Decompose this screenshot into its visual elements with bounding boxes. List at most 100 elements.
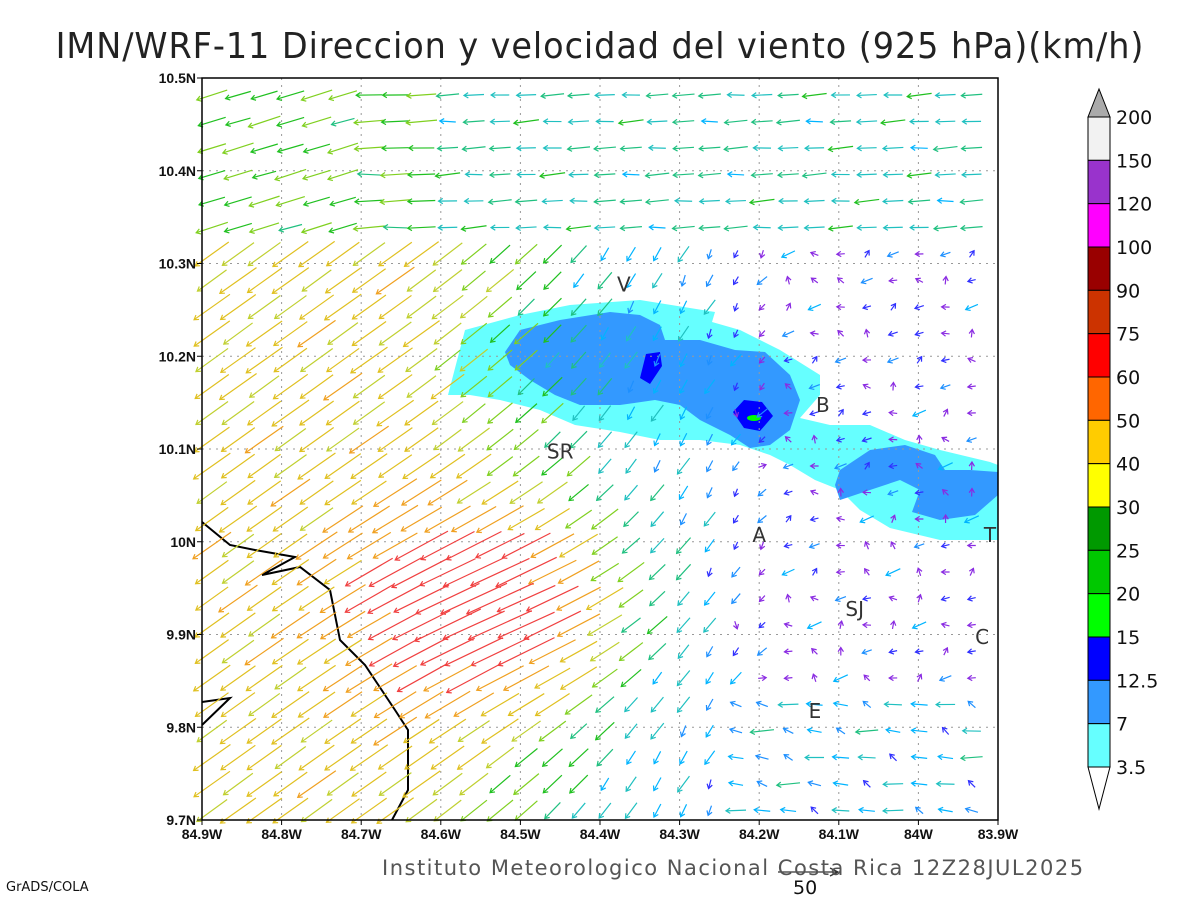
wind-vector	[459, 348, 489, 372]
wind-vector	[220, 453, 256, 479]
colorbar-label: 90	[1116, 280, 1140, 302]
wind-vector	[538, 172, 566, 179]
wind-vector	[221, 242, 255, 267]
wind-vector	[514, 349, 538, 371]
wind-vector	[832, 700, 848, 708]
wind-vector	[967, 357, 976, 363]
y-tick-label: 9.9N	[166, 627, 196, 643]
wind-vector	[966, 674, 976, 682]
wind-vector	[442, 610, 505, 641]
wind-vector	[809, 489, 819, 496]
wind-vector	[194, 374, 230, 400]
wind-vector	[346, 612, 391, 639]
wind-vector	[367, 583, 423, 615]
wind-vector	[223, 169, 253, 181]
wind-vector	[432, 269, 463, 293]
wind-vector	[351, 771, 387, 797]
wind-vector	[783, 542, 793, 549]
wind-vector	[433, 322, 462, 345]
wind-vector	[652, 300, 662, 315]
wind-vector	[759, 541, 766, 551]
wind-vector	[429, 453, 466, 479]
wind-vector	[221, 533, 255, 558]
wind-vector	[915, 462, 923, 469]
wind-vector	[650, 511, 665, 528]
wind-vector	[890, 540, 896, 550]
wind-vector	[941, 488, 949, 496]
wind-vector	[757, 515, 767, 524]
wind-vector	[732, 408, 740, 418]
wind-vector	[247, 115, 281, 129]
wind-vector	[194, 612, 230, 638]
wind-vector	[542, 244, 563, 264]
wind-vector	[784, 383, 792, 390]
wind-vector	[298, 586, 335, 611]
wind-vector	[627, 300, 635, 314]
wind-vector	[854, 728, 879, 735]
wind-vector	[937, 806, 953, 814]
colorbar-label: 150	[1116, 150, 1152, 172]
wind-vector	[785, 593, 792, 603]
wind-vector	[966, 383, 976, 390]
wind-vector	[864, 249, 870, 258]
wind-vector	[758, 462, 768, 469]
city-label: A	[752, 523, 766, 547]
wind-vector	[324, 718, 362, 744]
wind-vector	[372, 478, 418, 507]
wind-vector	[809, 250, 819, 257]
wind-vector	[706, 487, 713, 499]
wind-vector	[653, 433, 661, 447]
wind-vector	[886, 357, 899, 364]
wind-vector	[752, 224, 771, 231]
wind-vector	[461, 403, 486, 424]
wind-vector	[750, 171, 773, 179]
wind-vector	[381, 145, 409, 152]
wind-vector	[706, 646, 714, 658]
city-label: C	[975, 625, 989, 649]
wind-vector	[514, 748, 538, 768]
wind-vector	[751, 92, 773, 99]
wind-vector	[569, 723, 588, 740]
colorbar-swatch	[1087, 333, 1111, 378]
wind-vector	[352, 374, 386, 399]
wind-vector	[481, 480, 519, 505]
wind-vector	[885, 568, 901, 577]
wind-vector	[706, 433, 713, 446]
wind-vector	[456, 481, 491, 504]
wind-vector	[272, 373, 309, 400]
wind-vector	[542, 774, 563, 794]
wind-vector	[811, 567, 818, 576]
wind-vector	[195, 221, 229, 235]
wind-vector	[965, 436, 977, 443]
wind-vector	[487, 296, 513, 318]
wind-vector	[270, 478, 311, 507]
colorbar-label: 25	[1116, 540, 1140, 562]
wind-vector	[648, 643, 667, 661]
wind-vector	[652, 671, 663, 685]
colorbar-under-arrow	[1087, 766, 1111, 811]
wind-vector	[723, 145, 748, 153]
wind-vector	[271, 559, 310, 586]
wind-vector	[703, 511, 716, 527]
wind-vector	[378, 321, 412, 346]
wind-vector	[910, 753, 928, 761]
wind-vector	[276, 143, 304, 154]
wind-vector	[758, 595, 766, 603]
wind-vector	[298, 240, 336, 268]
wind-vector	[916, 355, 923, 364]
wind-vector	[959, 754, 983, 762]
x-tick-label: 84.6W	[421, 826, 462, 842]
wind-vector	[653, 751, 662, 765]
wind-vector	[325, 400, 360, 426]
wind-vector	[192, 744, 231, 772]
wind-vector	[219, 717, 257, 745]
wind-vector	[344, 584, 394, 614]
wind-vector	[591, 536, 618, 555]
wind-vector	[810, 806, 819, 815]
wind-vector	[351, 294, 387, 320]
colorbar-label: 75	[1116, 324, 1140, 346]
wind-vector	[272, 241, 309, 268]
colorbar-label: 100	[1116, 237, 1152, 259]
wind-vector	[968, 328, 975, 338]
city-label: B	[816, 393, 830, 417]
